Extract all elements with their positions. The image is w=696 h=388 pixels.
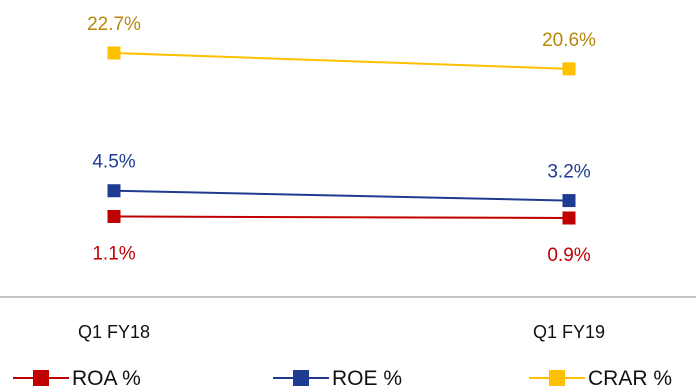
crar-data-label: 22.7% bbox=[87, 14, 141, 35]
legend-marker-roe bbox=[293, 370, 309, 386]
roa-point bbox=[107, 209, 121, 223]
roa-data-label: 1.1% bbox=[92, 243, 135, 264]
series-roa: 1.1% 0.9% bbox=[92, 209, 591, 266]
crar-data-label: 20.6% bbox=[542, 30, 596, 51]
roe-data-label: 3.2% bbox=[547, 162, 590, 183]
roa-data-label: 0.9% bbox=[547, 245, 590, 266]
x-axis-ticks: Q1 FY18 Q1 FY19 bbox=[78, 322, 605, 342]
series-layer: 1.1% 0.9% 4.5% 3.2% 22.7% 20.6% bbox=[87, 14, 596, 266]
legend-item-roa: ROA % bbox=[13, 367, 141, 388]
legend-label-crar: CRAR % bbox=[588, 367, 672, 388]
legend-label-roe: ROE % bbox=[332, 367, 402, 388]
roe-line bbox=[113, 189, 570, 202]
legend-label-roa: ROA % bbox=[72, 367, 141, 388]
series-crar: 22.7% 20.6% bbox=[87, 14, 596, 76]
crar-point bbox=[107, 46, 121, 60]
x-tick-label: Q1 FY18 bbox=[78, 322, 150, 342]
series-roe: 4.5% 3.2% bbox=[92, 152, 591, 208]
x-tick-label: Q1 FY19 bbox=[533, 322, 605, 342]
legend-item-roe: ROE % bbox=[273, 367, 402, 388]
crar-line bbox=[113, 51, 570, 70]
crar-point bbox=[562, 62, 576, 76]
legend-item-crar: CRAR % bbox=[529, 367, 672, 388]
roa-point bbox=[562, 211, 576, 225]
roe-point bbox=[562, 194, 576, 208]
legend: ROA % ROE % CRAR % bbox=[13, 367, 672, 388]
roe-point bbox=[107, 184, 121, 198]
legend-marker-roa bbox=[33, 370, 49, 386]
legend-marker-crar bbox=[549, 370, 565, 386]
roa-line bbox=[113, 215, 570, 219]
roe-data-label: 4.5% bbox=[92, 152, 135, 173]
